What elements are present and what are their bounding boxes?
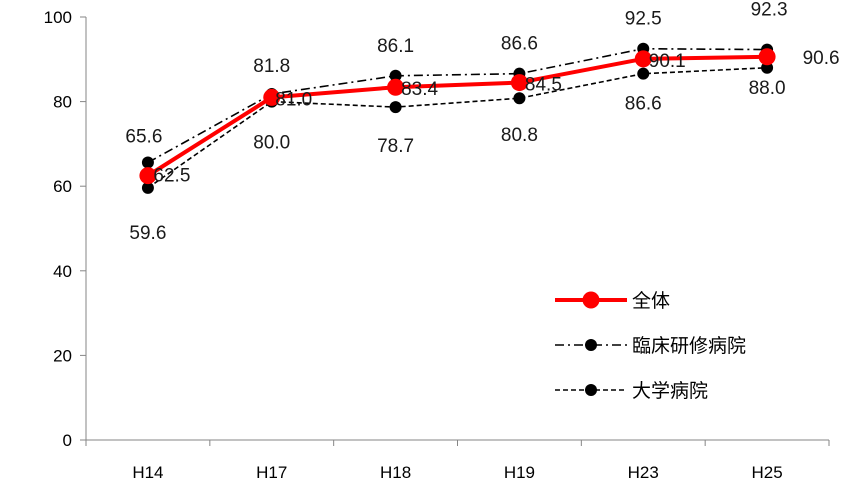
data-label: 81.8 bbox=[253, 56, 290, 77]
data-label: 86.6 bbox=[501, 34, 538, 55]
data-label: 92.3 bbox=[751, 0, 788, 21]
data-label: 88.0 bbox=[749, 78, 786, 99]
series-2-point bbox=[637, 67, 650, 80]
data-labels: 62.5 81.0 83.4 84.5 90.1 90.6 65.6 81.8 86.1 86.6… bbox=[125, 0, 839, 244]
series-0-point bbox=[510, 74, 528, 92]
legend-label: 大学病院 bbox=[632, 380, 708, 402]
series-0-point bbox=[263, 88, 281, 106]
series-line-0 bbox=[146, 54, 768, 178]
data-label: 84.5 bbox=[525, 75, 562, 96]
x-tick-label: H25 bbox=[751, 463, 782, 482]
series-1-point bbox=[141, 156, 154, 169]
data-label: 62.5 bbox=[153, 166, 190, 187]
y-tick-label: 100 bbox=[44, 8, 72, 27]
series-2-point bbox=[389, 101, 402, 114]
series-0-point bbox=[758, 48, 776, 66]
legend-swatch-marker bbox=[585, 339, 597, 351]
legend-label: 全体 bbox=[632, 290, 670, 312]
series-2-point bbox=[141, 181, 154, 194]
data-label: 65.6 bbox=[125, 127, 162, 148]
x-tick-label: H23 bbox=[628, 463, 659, 482]
series-2-point bbox=[761, 61, 774, 74]
series-0-point bbox=[634, 50, 652, 68]
data-label: 86.1 bbox=[377, 36, 414, 57]
series-line-2 bbox=[147, 66, 768, 189]
data-label: 80.0 bbox=[253, 133, 290, 154]
series-2-point bbox=[513, 92, 526, 105]
y-tick-label: 20 bbox=[53, 346, 72, 365]
y-tick-label: 40 bbox=[53, 262, 72, 281]
data-label: 86.6 bbox=[625, 94, 662, 115]
y-tick-label: 0 bbox=[63, 431, 72, 450]
data-label: 80.8 bbox=[501, 125, 538, 146]
data-label: 83.4 bbox=[401, 79, 438, 100]
x-tick-label: H18 bbox=[380, 463, 411, 482]
series-1-point bbox=[389, 69, 402, 82]
x-tick-label: H19 bbox=[504, 463, 535, 482]
chart-axes: 0 20 40 60 80 100 H14 H17 H18 H19 H23 H25 bbox=[44, 8, 830, 482]
legend-label: 臨床研修病院 bbox=[632, 335, 746, 357]
y-tick-label: 60 bbox=[53, 177, 72, 196]
series-lines bbox=[146, 47, 768, 189]
series-line-1 bbox=[147, 47, 768, 164]
series-markers bbox=[139, 42, 776, 194]
data-label: 59.6 bbox=[129, 223, 166, 244]
data-label: 81.0 bbox=[275, 89, 312, 110]
data-label: 78.7 bbox=[377, 136, 414, 157]
x-tick-label: H14 bbox=[132, 463, 163, 482]
series-0-point bbox=[387, 78, 405, 96]
series-0-point bbox=[139, 167, 157, 185]
y-tick-label: 80 bbox=[53, 93, 72, 112]
x-tick-label: H17 bbox=[256, 463, 287, 482]
legend-swatch-marker bbox=[585, 384, 597, 396]
data-label: 92.5 bbox=[625, 9, 662, 30]
legend-swatch-marker bbox=[582, 291, 600, 309]
data-label: 90.6 bbox=[803, 48, 840, 69]
data-label: 90.1 bbox=[649, 51, 686, 72]
